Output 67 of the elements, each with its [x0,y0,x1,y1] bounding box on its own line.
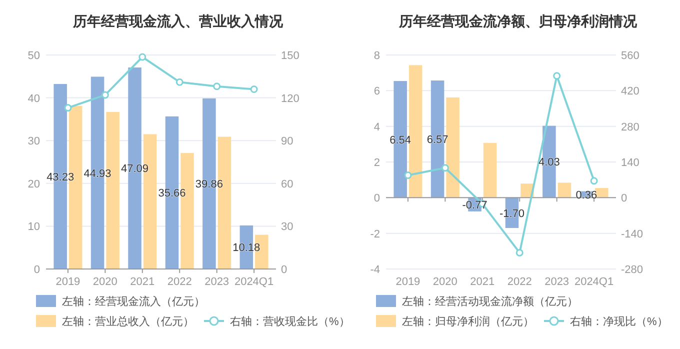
x-tick-label: 2020 [92,276,118,288]
y2-tick-label: 0 [621,192,628,205]
y2-tick-label: 60 [281,178,294,190]
y-tick-label: 4 [374,121,380,134]
y-tick-label: 10 [28,221,40,234]
legend-label: 左轴：营业总收入（亿元） [62,315,194,328]
y-tick-label: 0 [374,192,380,205]
point [516,248,524,256]
data-label: 47.09 [120,163,149,176]
point [213,82,221,90]
point [101,91,109,99]
data-label: 0.36 [576,189,598,202]
point [553,72,561,80]
point [138,53,146,61]
y2-tick-label: 280 [621,121,640,134]
x-tick-label: 2021 [470,276,495,288]
x-tick-label: 2022 [167,276,192,288]
y-tick-label: 20 [28,178,40,190]
point [590,177,598,185]
y-tick-label: 8 [374,50,380,62]
y-tick-label: 6 [374,86,380,98]
y2-tick-label: 30 [281,221,294,234]
point [250,85,258,93]
x-tick-label: 2023 [544,276,570,288]
chart-title: 历年经营现金流入、营业收入情况 [72,13,284,29]
legend-label: 左轴：经营现金流入（亿元） [62,295,205,308]
y2-tick-label: 150 [281,50,300,62]
data-label: 35.66 [158,188,186,200]
x-tick-label: 2024Q1 [234,276,274,288]
bar [446,97,460,198]
y2-tick-label: -140 [621,228,644,240]
legend-label: 右轴：营收现金比（%） [230,315,350,328]
data-label: 10.18 [232,242,260,254]
y2-tick-label: 140 [621,157,640,169]
data-label: 44.93 [84,168,112,180]
y2-tick-label: 560 [621,50,640,62]
bar [558,182,572,198]
x-tick-label: 2022 [507,276,532,288]
x-tick-label: 2020 [432,276,458,288]
x-tick-label: 2021 [130,276,155,288]
y-tick-label: 2 [374,157,380,169]
y-tick-label: 0 [34,264,40,276]
legend-label: 左轴：经营活动现金流净额（亿元） [402,295,578,308]
y-tick-label: 40 [28,92,40,105]
y2-tick-label: 0 [281,264,288,276]
y-tick-label: 30 [28,136,40,148]
point [441,164,449,172]
bar [483,142,497,198]
y2-tick-label: 90 [281,136,294,148]
y-tick-label: -4 [370,264,380,276]
point [64,104,72,112]
x-tick-label: 2019 [56,276,80,288]
chart-title: 历年经营现金流净额、归母净利润情况 [398,13,638,29]
y-tick-label: 50 [28,50,40,62]
legend-label: 右轴：净现比（%） [570,315,668,328]
point [404,172,412,179]
legend-label: 左轴：归母净利润（亿元） [402,315,534,328]
y-tick-label: -2 [370,228,380,240]
x-tick-label: 2023 [204,276,230,288]
y2-tick-label: 420 [621,86,640,98]
x-tick-label: 2019 [396,276,420,288]
y2-tick-label: 120 [281,92,300,105]
x-tick-label: 2024Q1 [574,276,614,288]
data-label: 4.03 [538,156,560,169]
data-label: 39.86 [195,178,223,191]
y2-tick-label: -280 [621,264,644,276]
point [176,78,184,86]
